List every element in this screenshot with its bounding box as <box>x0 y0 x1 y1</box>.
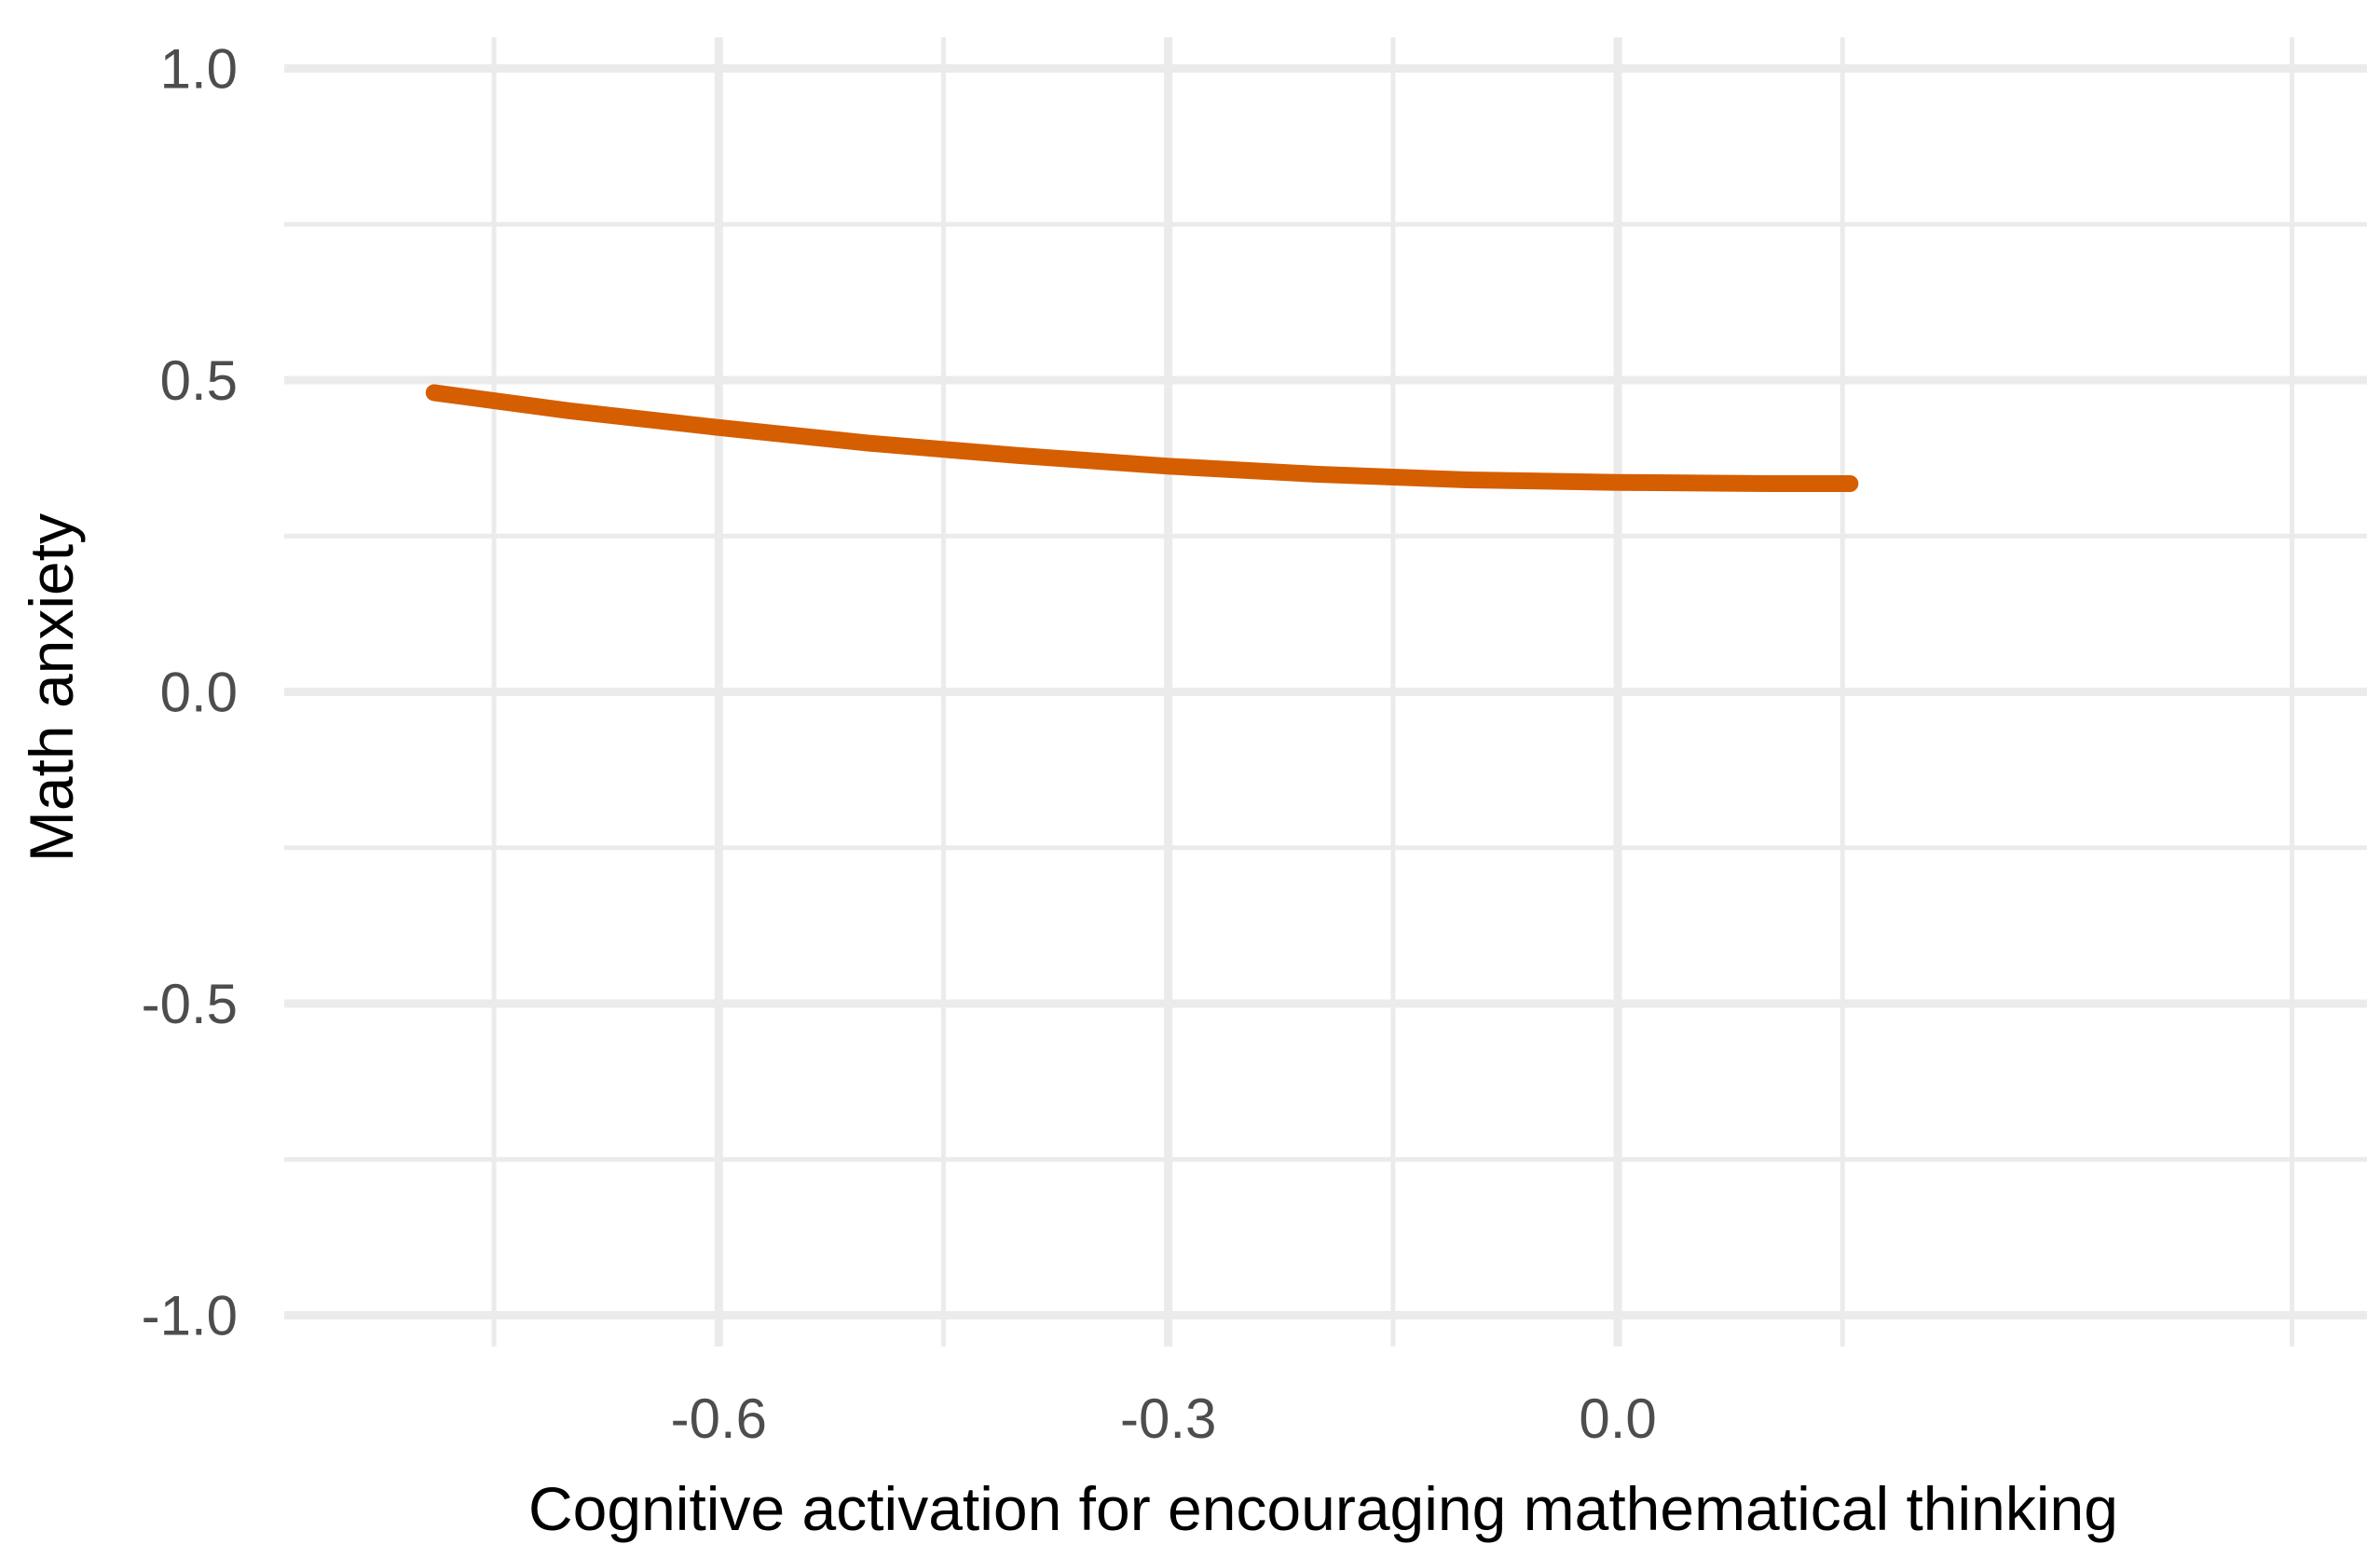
x-tick-label-2: 0.0 <box>1579 1387 1656 1450</box>
y-tick-label-4: 1.0 <box>160 37 238 100</box>
major-gridlines <box>284 37 2367 1346</box>
y-tick-label-2: 0.0 <box>160 662 238 724</box>
y-tick-label-0: -1.0 <box>142 1285 238 1347</box>
series-layer <box>425 384 1859 492</box>
y-tick-label-1: -0.5 <box>142 973 238 1035</box>
x-axis-title: Cognitive activation for encouraging mat… <box>528 1474 2118 1543</box>
x-tick-label-0: -0.6 <box>671 1387 767 1450</box>
tick-labels: -0.6 -0.3 0.0 -1.0 -0.5 0.0 0.5 1.0 <box>142 37 1657 1450</box>
y-axis-title: Math anxiety <box>17 513 86 862</box>
x-tick-label-1: -0.3 <box>1120 1387 1216 1450</box>
series-line-0 <box>425 384 1859 492</box>
y-tick-label-3: 0.5 <box>160 349 238 412</box>
